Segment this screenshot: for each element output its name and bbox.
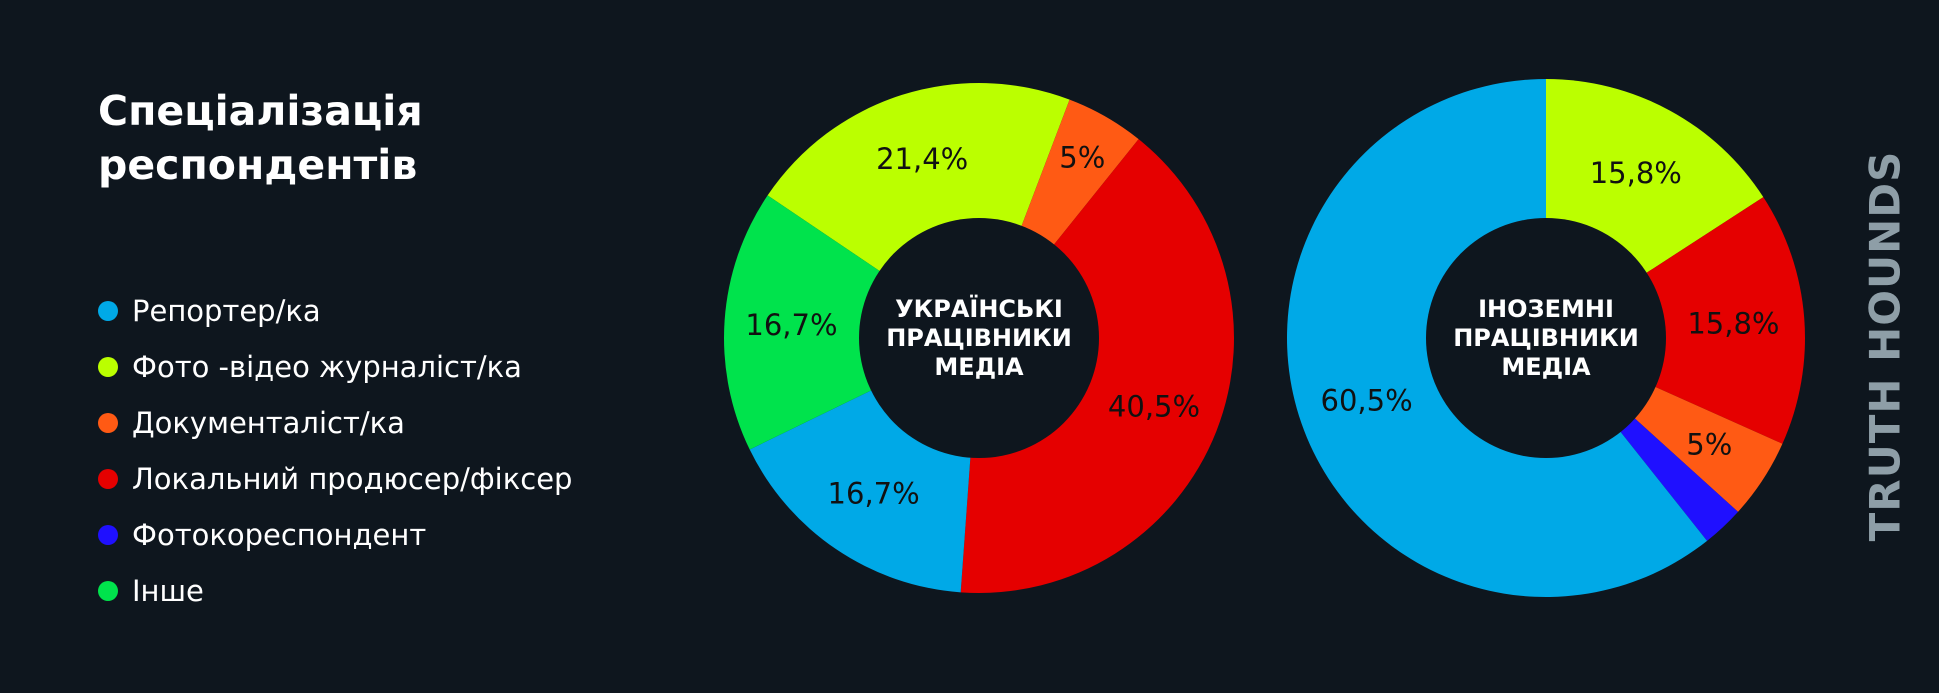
center-label-line: МЕДІА	[1501, 353, 1591, 381]
center-label-line: ІНОЗЕМНІ	[1478, 295, 1614, 323]
slice-label: 5%	[1686, 428, 1732, 462]
legend-swatch	[98, 525, 118, 545]
slice-label: 5%	[1059, 140, 1105, 174]
donut-hole	[859, 218, 1099, 458]
legend-swatch	[98, 301, 118, 321]
slice-label: 16,7%	[828, 477, 920, 511]
donut-hole	[1426, 218, 1666, 458]
title-line-1: Спеціалізація	[98, 87, 423, 135]
legend-label: Фото -відео журналіст/ка	[132, 350, 522, 384]
legend-swatch	[98, 581, 118, 601]
slice-локальний-продюсер-фіксер	[960, 139, 1235, 593]
slice-label: 40,5%	[1108, 390, 1200, 424]
legend-label: Документаліст/ка	[132, 406, 405, 440]
legend-item-reporter: Репортер/ка	[98, 283, 572, 339]
legend-label: Локальний продюсер/фіксер	[132, 462, 573, 496]
legend-item-documentary: Документаліст/ка	[98, 395, 572, 451]
slice-локальний-продюсер-фіксер	[1546, 197, 1805, 444]
slice-label: 15,8%	[1687, 307, 1779, 341]
center-label-line: МЕДІА	[934, 353, 1024, 381]
center-label-line: УКРАЇНСЬКІ	[895, 294, 1063, 323]
legend-item-photojournalist: Фотокореспондент	[98, 507, 572, 563]
slice-label: 60,5%	[1321, 384, 1413, 418]
title-line-2: респондентів	[98, 141, 418, 189]
legend-label: Репортер/ка	[132, 294, 321, 328]
donut-chart-ukrainian: 21,4% 5% 40,5% 16,7% 16,7% УКРАЇНСЬКІПРАЦІВНИ…	[723, 83, 1235, 593]
legend: Репортер/ка Фото -відео журналіст/ка Док…	[98, 283, 572, 619]
center-label-line: ПРАЦІВНИКИ	[1453, 324, 1639, 352]
legend-swatch	[98, 413, 118, 433]
center-label-line: ПРАЦІВНИКИ	[886, 324, 1072, 352]
legend-item-fixer: Локальний продюсер/фіксер	[98, 451, 572, 507]
legend-swatch	[98, 469, 118, 489]
slice-label: 16,7%	[745, 308, 837, 342]
legend-item-photo-video: Фото -відео журналіст/ка	[98, 339, 572, 395]
legend-label: Фотокореспондент	[132, 518, 427, 552]
slice-label: 15,8%	[1590, 156, 1682, 190]
legend-label: Інше	[132, 574, 204, 608]
page-title: Спеціалізація респондентів	[98, 84, 598, 192]
truth-hounds-logo: TRUTH HOUNDS	[1860, 150, 1910, 542]
slice-label: 21,4%	[876, 142, 968, 176]
legend-item-other: Інше	[98, 563, 572, 619]
legend-swatch	[98, 357, 118, 377]
slice-інше	[723, 195, 979, 450]
